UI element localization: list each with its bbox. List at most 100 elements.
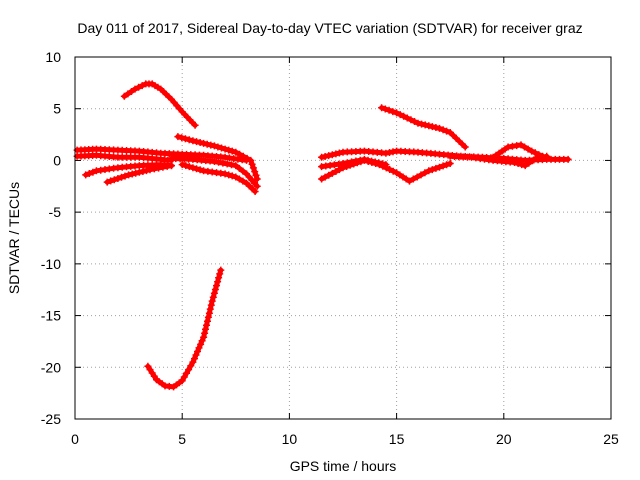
data-point — [187, 362, 195, 370]
data-point — [185, 136, 193, 144]
data-point — [203, 140, 211, 148]
data-point — [228, 147, 236, 155]
data-point — [202, 325, 209, 333]
data-point — [178, 377, 186, 385]
data-point — [461, 143, 469, 151]
data-point — [168, 162, 175, 170]
x-tick-label: 20 — [496, 431, 512, 447]
data-point — [208, 297, 216, 305]
data-point — [253, 182, 261, 190]
data-point — [181, 135, 189, 143]
data-point — [155, 164, 163, 172]
data-point — [135, 83, 143, 91]
data-point — [239, 177, 247, 185]
data-point — [196, 166, 204, 174]
data-point — [525, 159, 533, 167]
data-point — [192, 351, 200, 359]
data-point — [439, 162, 447, 170]
data-point — [393, 109, 401, 117]
data-point — [360, 155, 368, 163]
data-point — [211, 286, 219, 293]
data-point — [428, 166, 436, 174]
data-point — [521, 162, 529, 170]
data-point — [225, 171, 233, 179]
data-point — [239, 152, 247, 160]
data-point — [389, 108, 397, 116]
data-point — [236, 150, 244, 158]
data-point — [216, 270, 224, 278]
data-point — [215, 274, 223, 282]
series-arc-6 — [168, 154, 261, 190]
data-point — [243, 154, 251, 162]
data-point — [124, 90, 132, 98]
series-arc-15 — [489, 141, 546, 161]
data-point — [538, 152, 546, 160]
data-point — [418, 120, 426, 128]
data-point — [413, 173, 421, 181]
data-point — [364, 156, 372, 164]
data-point — [182, 162, 190, 170]
data-point — [524, 145, 532, 153]
data-point — [249, 164, 257, 172]
data-point — [189, 137, 197, 145]
data-point — [193, 165, 200, 173]
data-point — [128, 170, 136, 178]
data-point — [371, 158, 379, 166]
data-point — [185, 163, 193, 171]
data-point — [425, 122, 433, 130]
data-point — [143, 167, 150, 175]
data-point — [443, 161, 451, 169]
data-point — [207, 141, 215, 149]
data-point — [219, 159, 227, 167]
y-tick-label: 10 — [45, 49, 61, 65]
x-tick-label: 25 — [603, 431, 619, 447]
data-point — [400, 112, 408, 120]
data-point — [209, 293, 217, 301]
data-point — [446, 160, 454, 167]
y-tick-label: -20 — [41, 359, 61, 375]
data-point — [203, 321, 210, 329]
data-point — [228, 172, 236, 180]
data-point — [198, 337, 206, 345]
data-point — [318, 153, 326, 161]
data-point — [138, 82, 146, 90]
y-tick-label: -10 — [41, 256, 61, 272]
data-point — [223, 160, 231, 168]
data-point — [232, 148, 240, 156]
data-point — [191, 355, 198, 363]
data-point — [191, 121, 199, 129]
data-point — [564, 155, 572, 163]
data-point — [518, 161, 526, 169]
data-point — [178, 134, 186, 142]
y-tick-label: -5 — [49, 204, 62, 220]
data-point — [248, 160, 256, 168]
data-point — [197, 340, 205, 348]
data-point — [332, 150, 340, 158]
data-point — [409, 175, 417, 183]
x-tick-label: 0 — [71, 431, 79, 447]
data-point — [535, 151, 543, 159]
data-point — [348, 158, 356, 166]
y-tick-label: 5 — [53, 101, 61, 117]
grid — [75, 57, 611, 419]
data-point — [531, 149, 539, 157]
data-point — [406, 177, 413, 185]
data-point — [511, 159, 518, 166]
data-point — [356, 156, 364, 164]
data-point — [521, 143, 528, 151]
data-point — [407, 116, 415, 124]
data-point — [339, 160, 347, 167]
data-point — [196, 139, 204, 146]
data-point — [205, 309, 213, 317]
data-point — [120, 92, 128, 100]
data-point — [132, 169, 140, 177]
data-point — [321, 153, 329, 160]
data-point — [159, 163, 167, 171]
data-point — [352, 157, 360, 165]
y-axis-label: SDTVAR / TECUs — [6, 182, 22, 294]
data-point — [432, 124, 440, 131]
data-point — [185, 366, 193, 374]
data-point — [131, 85, 139, 93]
data-point — [178, 161, 186, 169]
